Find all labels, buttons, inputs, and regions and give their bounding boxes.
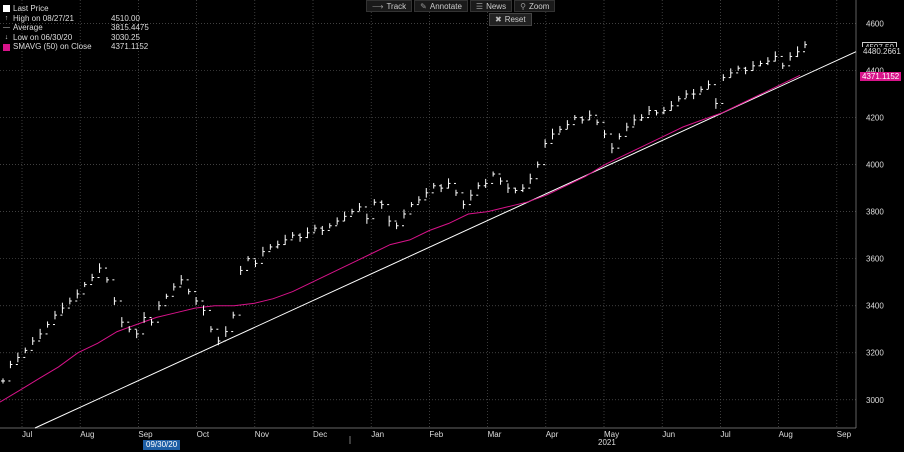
x-tick-label: Sep bbox=[837, 430, 852, 439]
x-tick-label: Oct bbox=[197, 430, 210, 439]
legend-row-sma: SMAVG (50) on Close 4371.1152 bbox=[3, 42, 149, 52]
zoom-icon: ⚲ bbox=[520, 1, 526, 11]
legend-row-low: ↓ Low on 06/30/20 3030.25 bbox=[4, 32, 140, 42]
sma-swatch-icon bbox=[3, 43, 10, 51]
sma-value-tag: 4371.1152 bbox=[860, 72, 902, 81]
x-tick-label: Apr bbox=[546, 430, 559, 439]
high-marker-icon: ↑ bbox=[4, 14, 9, 22]
sma-line bbox=[0, 74, 801, 403]
legend-row-high: ↑ High on 08/27/21 4510.00 bbox=[4, 13, 140, 23]
x-tick-label: Jul bbox=[720, 430, 730, 439]
reset-button[interactable]: ✖ Reset bbox=[489, 13, 532, 26]
y-tick-label: 4400 bbox=[866, 67, 884, 76]
low-marker-icon: ↓ bbox=[4, 33, 9, 41]
y-tick-label: 4600 bbox=[866, 20, 884, 29]
x-tick-label: Jun bbox=[662, 430, 675, 439]
pencil-icon: ✎ bbox=[420, 1, 427, 11]
average-marker-icon: — bbox=[3, 24, 10, 32]
annotate-button[interactable]: ✎ Annotate bbox=[414, 0, 468, 12]
zoom-button[interactable]: ⚲ Zoom bbox=[514, 0, 556, 12]
x-tick-label: Jul bbox=[22, 430, 32, 439]
chart-legend: Last Price ↑ High on 08/27/21 4510.00 — … bbox=[3, 4, 149, 52]
track-button[interactable]: ⟶ Track bbox=[366, 0, 413, 12]
price-swatch-icon bbox=[3, 5, 10, 13]
legend-row-last-price: Last Price bbox=[3, 4, 149, 14]
x-tick-label: Dec bbox=[313, 430, 327, 439]
y-tick-label: 3400 bbox=[866, 302, 884, 311]
x-tick-label: May bbox=[604, 430, 619, 439]
cursor-date-box: 09/30/20 bbox=[143, 440, 181, 450]
y-tick-label: 3800 bbox=[866, 208, 884, 217]
x-tick-label: Mar bbox=[488, 430, 502, 439]
y-tick-label: 3200 bbox=[866, 349, 884, 358]
legend-row-average: — Average 3815.4475 bbox=[3, 23, 149, 33]
x-tick-label: Feb bbox=[429, 430, 443, 439]
news-icon: ☰ bbox=[475, 1, 484, 11]
x-tick-label: Aug bbox=[80, 430, 94, 439]
cursor-icon: ⟶ bbox=[372, 1, 384, 11]
trendline-value-tag: 4480.2661 bbox=[862, 47, 902, 56]
reset-icon: ✖ bbox=[495, 15, 502, 24]
chart-toolbar: ⟶ Track ✎ Annotate ☰ News ⚲ Zoom bbox=[366, 0, 556, 12]
news-button[interactable]: ☰ News bbox=[469, 0, 513, 12]
x-tick-label: Jan bbox=[371, 430, 384, 439]
x-tick-label: Sep bbox=[138, 430, 153, 439]
y-tick-label: 3000 bbox=[866, 396, 884, 405]
y-tick-label: 3600 bbox=[866, 255, 884, 264]
x-tick-label: Aug bbox=[779, 430, 793, 439]
x-year-label: 2021 bbox=[598, 438, 616, 447]
y-tick-label: 4200 bbox=[866, 114, 884, 123]
y-tick-label: 4000 bbox=[866, 161, 884, 170]
x-tick-label: Nov bbox=[255, 430, 269, 439]
